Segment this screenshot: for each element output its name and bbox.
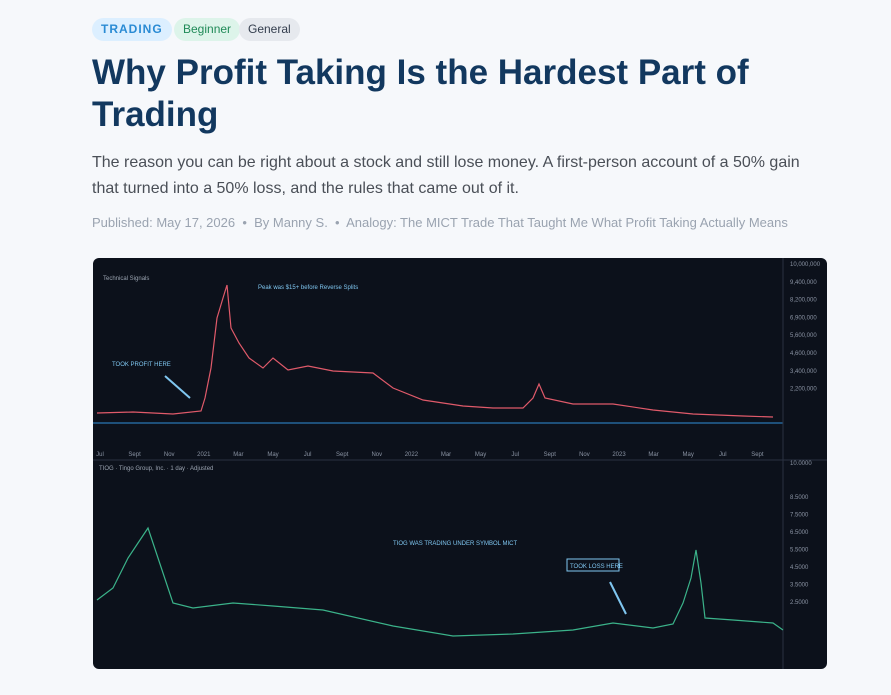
month-label: Mar [441,452,451,458]
axis-label: 7.5000 [790,513,809,519]
legend: TIOG · Tingo Group, Inc. · 1 day · Adjus… [99,466,213,472]
axis-label: 5,600,000 [790,333,817,339]
axis-label: 10.0000 [790,461,812,467]
article-meta: Published: May 17, 2026 • By Manny S. • … [92,215,788,230]
month-label: Nov [579,452,590,458]
axis-label: 4,600,000 [790,351,817,357]
published: Published: May 17, 2026 [92,215,236,230]
axis-label: 2,200,000 [790,387,817,393]
axis-label: 8,200,000 [790,298,817,304]
legend: Technical Signals [103,276,149,282]
month-label: Sept [751,452,764,458]
axis-label: 2.5000 [790,600,809,606]
axis-label: 9,400,000 [790,280,817,286]
arrow [164,375,191,399]
price-path [96,284,774,418]
month-label: May [683,452,694,458]
tag[interactable]: Beginner [174,18,241,41]
month-label: May [267,452,278,458]
tag[interactable]: General [239,18,300,41]
axis-label: 5.5000 [790,548,809,554]
month-label: 2021 [197,452,211,458]
annotation: TOOK LOSS HERE [570,564,623,570]
annotation: TIOG WAS TRADING UNDER SYMBOL MICT [393,541,517,547]
month-label: Jul [96,452,104,458]
month-label: Jul [511,452,519,458]
month-label: 2023 [612,452,626,458]
source[interactable]: Analogy: The MICT Trade That Taught Me W… [346,215,788,230]
axis-label: 6,900,000 [790,315,817,321]
annotation-box [566,558,620,572]
image-background [93,258,827,669]
annotation: Peak was $15+ before Reverse Splits [258,285,358,291]
month-label: Nov [164,452,175,458]
tag[interactable]: TRADING [92,18,172,41]
month-label: Mar [233,452,243,458]
axis-label: 6.5000 [790,530,809,536]
price-path [96,526,784,637]
month-label: May [475,452,486,458]
axis-label: 3,400,000 [790,369,817,375]
author[interactable]: By Manny S. [254,215,328,230]
axis-label: 10,000,000 [790,262,821,268]
annotation: TOOK PROFIT HERE [112,362,171,368]
month-label: Nov [371,452,382,458]
article-title: Why Profit Taking Is the Hardest Part of… [92,53,749,134]
month-label: 2022 [405,452,419,458]
article-subtitle: The reason you can be right about a stoc… [92,154,800,197]
axis-label: 8.5000 [790,495,809,501]
chart-image: Technical Signals TIOG · Tingo Group, In… [93,258,827,669]
axis-label: 3.5000 [790,583,809,589]
month-label: Sept [544,452,557,458]
month-label: Sept [128,452,141,458]
month-label: Mar [648,452,658,458]
month-label: Jul [719,452,727,458]
month-label: Jul [304,452,312,458]
month-label: Sept [336,452,349,458]
axis-label: 4.5000 [790,565,809,571]
arrow [609,581,627,615]
